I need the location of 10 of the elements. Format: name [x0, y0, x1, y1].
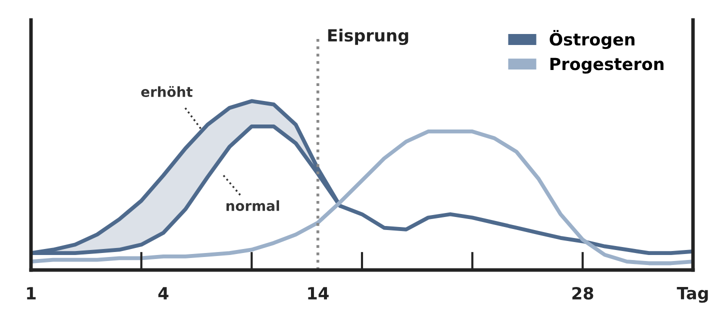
x-tick-label: 1: [27, 287, 36, 300]
legend-label: Östrogen: [550, 30, 634, 50]
x-tick-label: 14: [308, 287, 329, 300]
annotation: normal: [226, 200, 280, 212]
x-tick-label: Tag: [676, 287, 708, 303]
legend-label: Progesteron: [550, 58, 664, 74]
x-tick-label: 4: [158, 287, 168, 300]
ref-line-label: Eisprung: [328, 28, 408, 46]
text: erhöht: [141, 86, 193, 98]
x-tick-label: 28: [572, 286, 594, 300]
